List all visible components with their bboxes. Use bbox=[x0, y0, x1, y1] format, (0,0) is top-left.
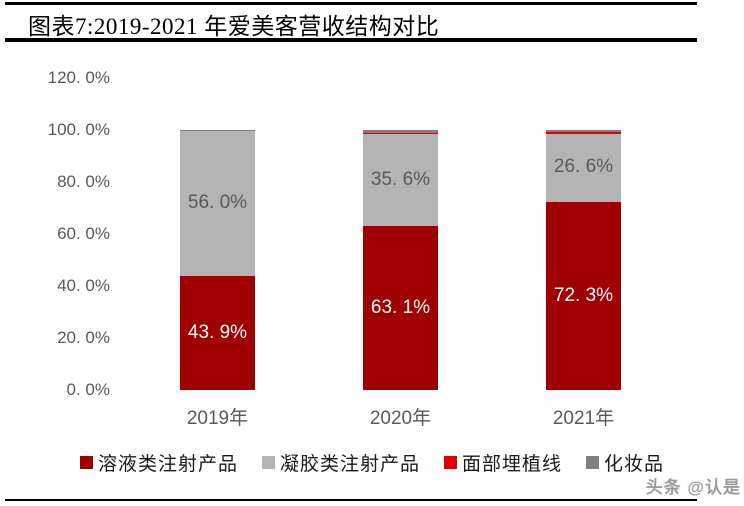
bar-segment bbox=[180, 275, 255, 390]
y-axis-tick-label: 80. 0% bbox=[57, 172, 110, 191]
x-axis-category-label: 2021年 bbox=[552, 408, 615, 429]
bar-segment-value-label: 63. 1% bbox=[370, 296, 431, 318]
bar-segment-value-label: 56. 0% bbox=[187, 192, 248, 214]
y-axis-tick-label: 40. 0% bbox=[57, 276, 110, 295]
bar-segment-value-label: 43. 9% bbox=[187, 321, 248, 343]
y-axis-tick-label: 0. 0% bbox=[66, 380, 110, 399]
top-border-rule bbox=[5, 2, 697, 5]
bar-segment-value-label: 72. 3% bbox=[553, 285, 614, 306]
legend-swatch-icon bbox=[261, 456, 275, 469]
legend-label: 溶液类注射产品 bbox=[97, 454, 238, 475]
bar-segment bbox=[363, 133, 438, 226]
legend-item: 化妆品 bbox=[586, 449, 664, 476]
bar-segment bbox=[363, 130, 438, 134]
legend-item: 面部埋植线 bbox=[444, 449, 562, 476]
legend-label: 化妆品 bbox=[604, 454, 665, 475]
y-axis-tick-label: 60. 0% bbox=[57, 224, 110, 243]
legend-label: 面部埋植线 bbox=[462, 454, 563, 475]
watermark-text: 头条 @认是 bbox=[645, 478, 741, 497]
y-axis-tick-label: 20. 0% bbox=[57, 328, 110, 347]
bar-segment bbox=[180, 130, 255, 276]
bar-segment bbox=[363, 225, 438, 390]
legend-swatch-icon bbox=[444, 456, 457, 469]
legend-item: 凝胶类注射产品 bbox=[261, 449, 420, 476]
bar-segment-value-label: 26. 6% bbox=[553, 156, 614, 178]
title-underline-rule bbox=[5, 38, 697, 42]
x-axis-category-label: 2020年 bbox=[369, 408, 432, 429]
figure-title: 图表7:2019-2021 年爱美客营收结构对比 bbox=[28, 14, 440, 39]
legend-swatch-icon bbox=[79, 456, 93, 469]
bottom-border-rule bbox=[5, 499, 697, 501]
y-axis-tick-label: 120. 0% bbox=[47, 68, 110, 87]
chart-legend: 溶液类注射产品 凝胶类注射产品 面部埋植线 化妆品 bbox=[0, 449, 744, 476]
legend-label: 凝胶类注射产品 bbox=[279, 454, 420, 475]
bar-segment bbox=[546, 202, 621, 390]
x-axis-category-label: 2019年 bbox=[186, 408, 249, 429]
bar-segment-value-label: 35. 6% bbox=[370, 168, 431, 190]
legend-item: 溶液类注射产品 bbox=[79, 449, 238, 476]
y-axis-tick-label: 100. 0% bbox=[47, 120, 110, 139]
legend-swatch-icon bbox=[586, 456, 600, 469]
bar-segment bbox=[546, 131, 621, 134]
bar-segment bbox=[546, 130, 621, 132]
bar-segment bbox=[546, 132, 621, 203]
